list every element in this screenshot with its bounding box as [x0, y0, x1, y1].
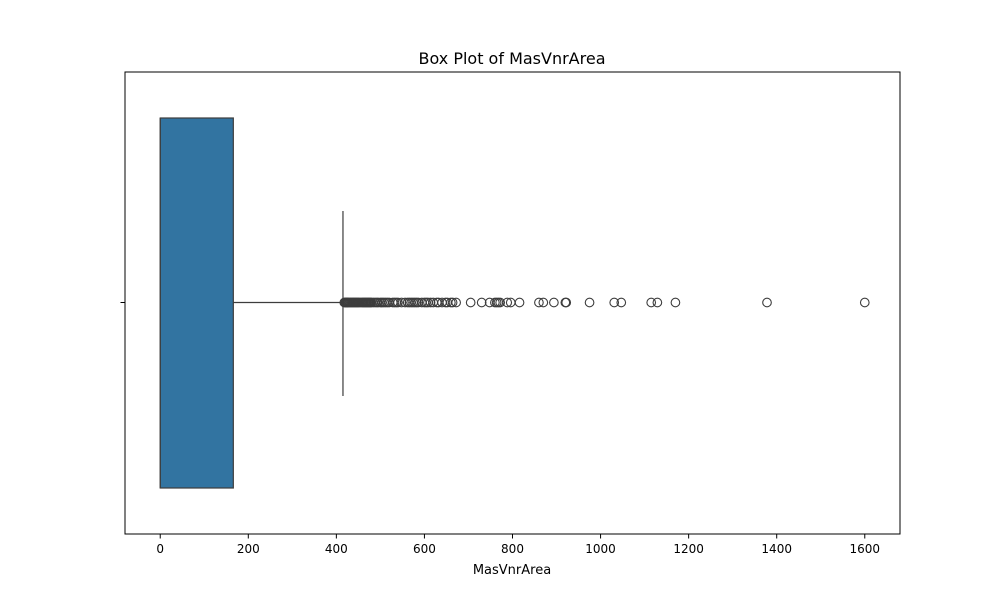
x-tick-label: 1000 [585, 542, 616, 556]
x-tick-label: 400 [325, 542, 348, 556]
outlier-point [514, 297, 525, 308]
outlier-point [538, 297, 549, 308]
outlier-point [502, 297, 513, 308]
x-tick-label: 1200 [673, 542, 704, 556]
outlier-point [762, 297, 772, 308]
x-tick-label: 1400 [761, 542, 792, 556]
outlier-point [859, 297, 870, 308]
x-tick-label: 1600 [849, 542, 880, 556]
x-tick-label: 200 [237, 542, 260, 556]
outlier-point [609, 297, 620, 308]
outlier-point [652, 297, 663, 308]
outlier-point [400, 297, 410, 308]
outlier-point [413, 297, 424, 308]
x-axis-label: MasVnrArea [473, 563, 551, 578]
outlier-point [670, 297, 681, 308]
x-axis-ticks: 0 200 400 600 800 1000 1200 1400 1600 [156, 534, 880, 556]
chart-title: Box Plot of MasVnrArea [418, 49, 605, 68]
outlier-point [396, 297, 407, 308]
x-tick-label: 800 [501, 542, 524, 556]
outlier-point [646, 297, 657, 308]
outlier-point [393, 297, 403, 308]
x-tick-label: 600 [413, 542, 436, 556]
outlier-point [425, 297, 436, 308]
plot-area [159, 117, 870, 489]
outlier-point [616, 297, 627, 308]
outlier-point [465, 297, 476, 308]
outlier-point [495, 297, 506, 308]
outlier-point [447, 297, 458, 308]
box-iqr [159, 117, 234, 489]
outlier-point [534, 297, 544, 308]
outlier-point [476, 297, 487, 308]
outlier-point [584, 297, 595, 308]
outlier-point [561, 297, 572, 308]
x-tick-label: 0 [156, 542, 164, 556]
outlier-point [451, 297, 461, 308]
outlier-point [549, 297, 559, 308]
